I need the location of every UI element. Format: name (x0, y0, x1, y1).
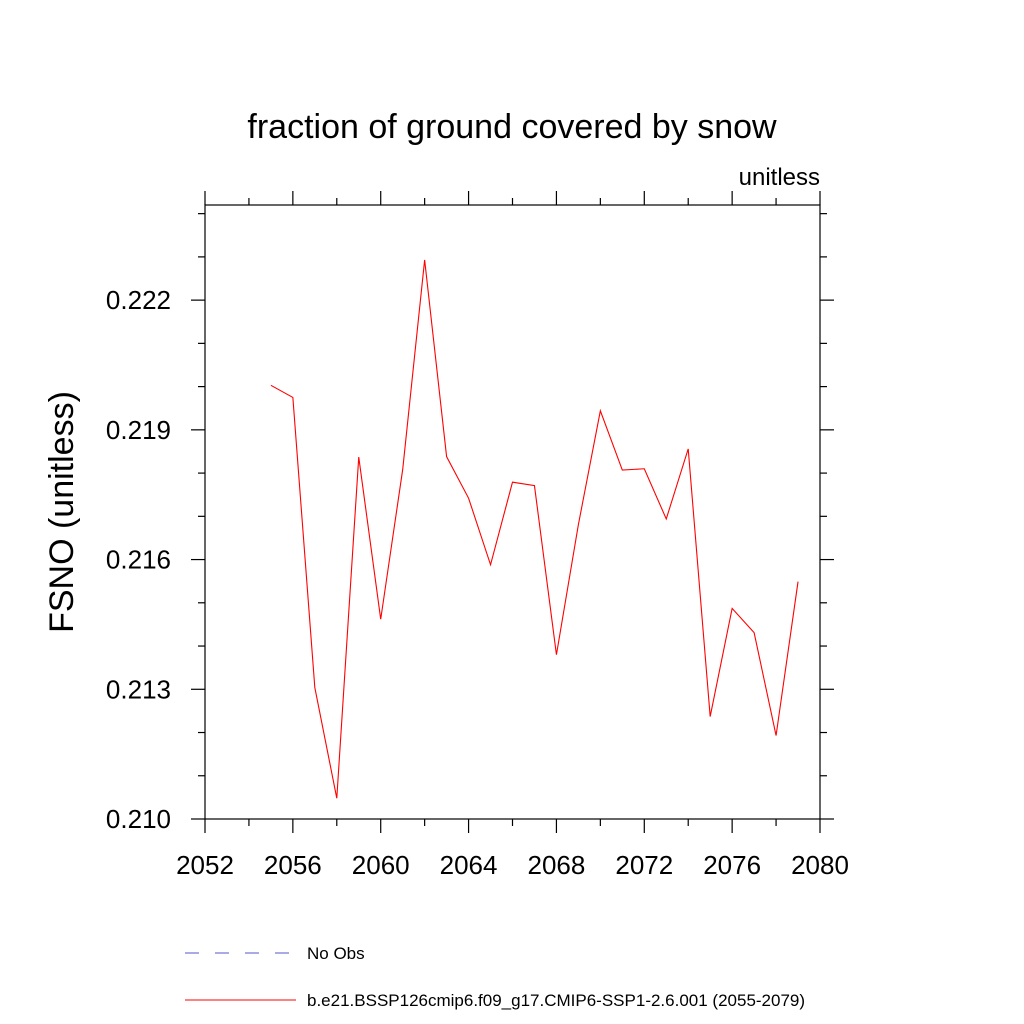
plot-frame (204, 204, 821, 820)
x-tick-label: 2072 (615, 850, 673, 880)
y-tick-label: 0.216 (106, 545, 171, 575)
axis-ticks (191, 191, 834, 833)
x-tick-label: 2064 (440, 850, 498, 880)
x-tick-label: 2076 (703, 850, 761, 880)
legend-label-model-run: b.e21.BSSP126cmip6.f09_g17.CMIP6-SSP1-2.… (307, 991, 805, 1010)
y-tick-label: 0.213 (106, 674, 171, 704)
x-tick-label: 2080 (791, 850, 849, 880)
axis-tick-labels: 2052 2056 2060 2064 2068 2072 2076 2080 0.210 0.2… (106, 285, 849, 880)
x-tick-label: 2052 (176, 850, 234, 880)
y-tick-label: 0.210 (106, 804, 171, 834)
y-axis-label: FSNO (unitless) (43, 391, 81, 633)
chart-title: fraction of ground covered by snow (247, 108, 777, 146)
legend-label-no-obs: No Obs (307, 944, 365, 963)
chart-units-label: unitless (739, 164, 820, 191)
x-tick-label: 2068 (528, 850, 586, 880)
legend: No Obs b.e21.BSSP126cmip6.f09_g17.CMIP6-… (185, 944, 805, 1010)
x-tick-label: 2056 (264, 850, 322, 880)
y-tick-label: 0.222 (106, 285, 171, 315)
series-layer (270, 259, 799, 799)
x-tick-label: 2060 (352, 850, 410, 880)
y-tick-label: 0.219 (106, 415, 171, 445)
series-line-0 (270, 259, 799, 799)
